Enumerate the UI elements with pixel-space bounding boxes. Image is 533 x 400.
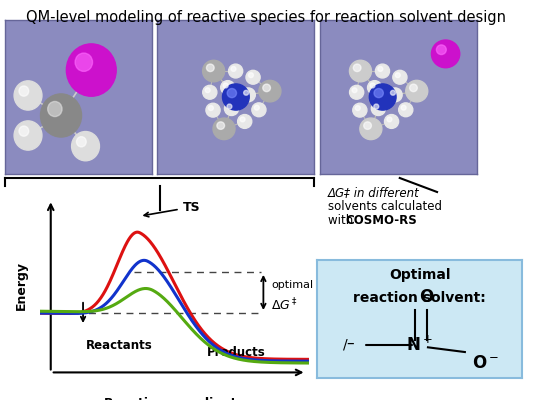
Text: $\mathit{\Delta G}^\ddagger$: $\mathit{\Delta G}^\ddagger$ — [271, 297, 298, 314]
Text: O$^-$: O$^-$ — [472, 354, 499, 372]
Circle shape — [240, 117, 245, 122]
Circle shape — [224, 102, 239, 116]
Text: reaction solvent:: reaction solvent: — [353, 291, 486, 305]
Circle shape — [229, 64, 243, 78]
Circle shape — [374, 88, 383, 98]
Text: N$^+$: N$^+$ — [406, 335, 433, 355]
Circle shape — [248, 73, 253, 78]
Circle shape — [352, 88, 357, 93]
Circle shape — [437, 45, 446, 54]
Circle shape — [222, 84, 249, 110]
Text: optimal: optimal — [271, 280, 313, 290]
Circle shape — [223, 83, 228, 88]
Text: COSMO-RS: COSMO-RS — [345, 214, 417, 227]
Circle shape — [67, 44, 116, 96]
Circle shape — [406, 80, 428, 102]
Circle shape — [384, 114, 399, 128]
Circle shape — [231, 66, 236, 71]
Text: Reaction coordinate: Reaction coordinate — [104, 397, 245, 400]
Circle shape — [350, 60, 372, 82]
Circle shape — [252, 103, 266, 117]
Circle shape — [19, 86, 29, 96]
Circle shape — [203, 85, 217, 99]
Circle shape — [431, 40, 460, 68]
Text: Optimal: Optimal — [389, 268, 450, 282]
Text: O: O — [419, 288, 433, 306]
Text: Energy: Energy — [14, 260, 28, 310]
Text: with: with — [328, 214, 357, 227]
Circle shape — [374, 104, 379, 109]
Text: Products: Products — [207, 346, 266, 359]
Circle shape — [71, 132, 100, 161]
Circle shape — [370, 83, 375, 88]
Circle shape — [378, 66, 383, 71]
Circle shape — [221, 81, 235, 94]
Circle shape — [244, 90, 248, 95]
Circle shape — [356, 106, 360, 110]
Circle shape — [368, 81, 382, 94]
Circle shape — [227, 104, 232, 109]
Text: TS: TS — [144, 201, 200, 217]
Circle shape — [372, 102, 385, 116]
Circle shape — [217, 122, 224, 129]
Circle shape — [388, 88, 402, 102]
Circle shape — [241, 88, 255, 102]
Circle shape — [19, 126, 29, 136]
Circle shape — [263, 84, 270, 92]
Text: /: / — [343, 338, 348, 352]
Text: Reactants: Reactants — [86, 339, 152, 352]
Text: solvents calculated: solvents calculated — [328, 200, 442, 213]
Text: QM-level modeling of reactive species for reaction solvent design: QM-level modeling of reactive species fo… — [27, 10, 506, 25]
Circle shape — [206, 64, 214, 72]
Circle shape — [350, 85, 364, 99]
Circle shape — [254, 105, 259, 110]
Circle shape — [401, 105, 406, 110]
Circle shape — [76, 137, 86, 147]
Circle shape — [393, 70, 407, 84]
Circle shape — [14, 81, 42, 110]
Circle shape — [360, 118, 382, 140]
Circle shape — [375, 64, 390, 78]
Circle shape — [364, 122, 372, 129]
Circle shape — [259, 80, 281, 102]
Circle shape — [205, 88, 210, 93]
Circle shape — [391, 90, 395, 95]
Circle shape — [369, 84, 396, 110]
Text: ΔG‡ in different: ΔG‡ in different — [328, 186, 419, 199]
Circle shape — [387, 117, 392, 122]
Circle shape — [395, 73, 400, 78]
Circle shape — [203, 60, 224, 82]
Circle shape — [75, 53, 93, 71]
Circle shape — [399, 103, 413, 117]
Circle shape — [14, 121, 42, 150]
Circle shape — [206, 103, 220, 117]
Circle shape — [47, 102, 62, 116]
Circle shape — [238, 114, 252, 128]
Circle shape — [353, 103, 367, 117]
Circle shape — [213, 118, 235, 140]
Circle shape — [41, 94, 82, 137]
Circle shape — [208, 106, 213, 110]
Circle shape — [353, 64, 361, 72]
Circle shape — [409, 84, 417, 92]
Text: –: – — [346, 336, 354, 351]
Circle shape — [246, 70, 260, 84]
Circle shape — [227, 88, 237, 98]
